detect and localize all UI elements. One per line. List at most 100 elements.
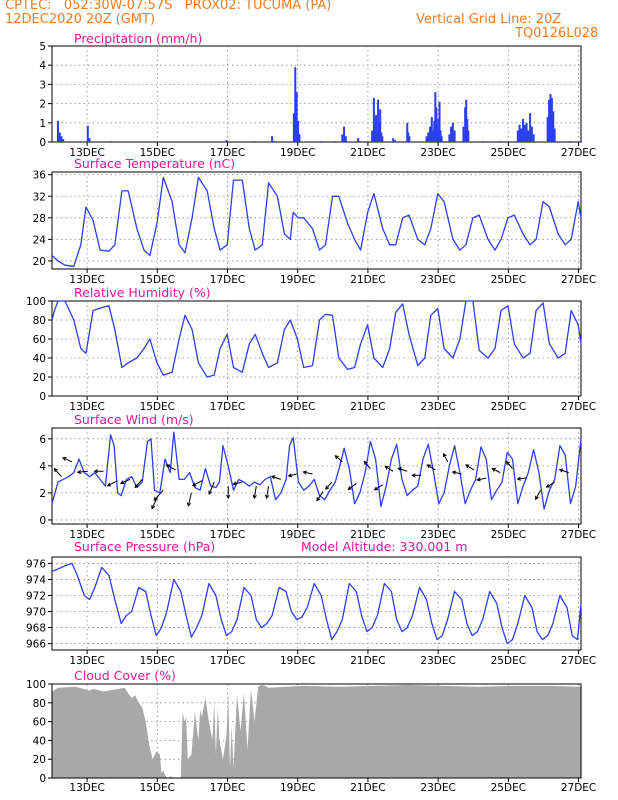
precip-bar bbox=[372, 97, 375, 142]
wind-arrow-head bbox=[384, 465, 389, 470]
pressure-series-line bbox=[51, 562, 582, 645]
precip-frame bbox=[51, 45, 582, 143]
precip-bar bbox=[392, 138, 395, 142]
precip-bar bbox=[109, 141, 112, 142]
wind-arrow bbox=[134, 479, 143, 488]
wind-arrow bbox=[546, 481, 555, 488]
precip-bar bbox=[437, 118, 440, 142]
precip-bar bbox=[464, 107, 467, 142]
precip-bar bbox=[292, 113, 295, 142]
wind-arrow bbox=[192, 480, 203, 487]
wind-arrow bbox=[535, 489, 542, 500]
wind-arrow-head bbox=[426, 464, 431, 469]
precip-bar bbox=[272, 141, 275, 142]
precip-bar bbox=[358, 141, 361, 142]
wind-arrow-head bbox=[151, 505, 156, 510]
precip-bar bbox=[451, 122, 454, 142]
y-tick-label: 2 bbox=[39, 488, 46, 500]
wind-arrow-head bbox=[264, 494, 270, 500]
precip-bar bbox=[430, 117, 433, 142]
wind-arrow-head bbox=[208, 490, 213, 496]
y-tick-label: 3 bbox=[39, 79, 46, 91]
wind-arrow-head bbox=[476, 477, 481, 482]
wind-arrow-head bbox=[451, 470, 457, 475]
precip-bar bbox=[436, 124, 439, 142]
x-tick-label: 19DEC bbox=[280, 782, 315, 794]
x-tick-label: 13DEC bbox=[69, 401, 104, 413]
y-tick-label: 40 bbox=[33, 353, 46, 365]
x-tick-label: 27DEC bbox=[561, 529, 596, 541]
x-tick-label: 17DEC bbox=[210, 529, 245, 541]
precip-title: Precipitation (mm/h) bbox=[74, 31, 202, 46]
precip-bar bbox=[580, 141, 582, 142]
y-tick-label: 2 bbox=[39, 99, 46, 111]
precip-bar bbox=[320, 141, 323, 142]
wind-arrow bbox=[166, 464, 176, 471]
humidity-frame bbox=[51, 300, 582, 397]
wind-arrow bbox=[427, 464, 436, 471]
x-tick-label: 15DEC bbox=[140, 529, 175, 541]
wind-arrow bbox=[465, 464, 475, 471]
wind-arrow bbox=[492, 468, 501, 474]
pressure-title: Surface Pressure (hPa) bbox=[74, 539, 215, 554]
header-run-time: 12DEC2020 20Z (GMT) bbox=[5, 12, 156, 27]
wind-arrow-head bbox=[186, 502, 192, 507]
precip-bar bbox=[376, 130, 379, 142]
precip-bar bbox=[453, 130, 456, 142]
humidity-series-line bbox=[51, 300, 582, 378]
precip-bar bbox=[408, 136, 411, 142]
pressure-subtitle: Model Altitude: 330.001 m bbox=[301, 539, 467, 554]
header-location: CPTEC: 052:30W-07:57S PROX02: TUCUMA (PA… bbox=[5, 0, 332, 13]
humidity-title: Relative Humidity (%) bbox=[74, 285, 211, 300]
y-tick-label: 80 bbox=[33, 315, 46, 327]
wind-arrow bbox=[559, 469, 569, 474]
precip-bar bbox=[393, 140, 396, 142]
y-tick-label: 60 bbox=[33, 334, 46, 346]
precip-bar bbox=[381, 136, 384, 142]
x-tick-label: 13DEC bbox=[69, 529, 104, 541]
wind-arrow-head bbox=[363, 460, 368, 466]
precip-bar bbox=[516, 130, 519, 142]
wind-arrow-head bbox=[270, 475, 276, 480]
wind-arrow-head bbox=[442, 452, 447, 458]
x-tick-label: 13DEC bbox=[69, 147, 104, 159]
wind-arrow-head bbox=[119, 480, 125, 485]
y-tick-label: 1 bbox=[39, 118, 46, 130]
y-tick-label: 974 bbox=[26, 574, 46, 586]
x-tick-label: 25DEC bbox=[491, 274, 526, 286]
precip-bar bbox=[429, 126, 432, 142]
wind-arrow bbox=[506, 461, 513, 469]
precip-bar bbox=[433, 120, 436, 142]
x-tick-label: 21DEC bbox=[350, 274, 385, 286]
wind-arrow bbox=[303, 471, 313, 475]
precip-bar bbox=[88, 138, 91, 142]
y-tick-label: 5 bbox=[39, 41, 46, 53]
x-tick-label: 23DEC bbox=[420, 274, 455, 286]
temperature-frame bbox=[51, 171, 582, 270]
x-tick-label: 15DEC bbox=[140, 655, 175, 667]
wind-arrow-head bbox=[373, 486, 379, 491]
precip-bar bbox=[440, 136, 443, 142]
wind-arrow bbox=[316, 491, 324, 501]
temperature-title: Surface Temperature (nC) bbox=[74, 156, 235, 171]
wind-arrow-head bbox=[302, 470, 307, 475]
wind-arrow bbox=[233, 481, 243, 485]
temperature-series-line bbox=[51, 176, 582, 267]
wind-arrow bbox=[253, 486, 257, 499]
precip-bar bbox=[56, 120, 59, 142]
precip-bar bbox=[532, 134, 535, 142]
precip-bar bbox=[518, 124, 521, 142]
precip-bar bbox=[439, 130, 442, 142]
wind-arrow bbox=[153, 489, 164, 501]
y-tick-label: 4 bbox=[39, 461, 46, 473]
precip-bar bbox=[427, 132, 430, 142]
precip-bar bbox=[425, 136, 428, 142]
precip-bar bbox=[523, 124, 526, 142]
precip-bar bbox=[434, 92, 437, 142]
y-tick-label: 24 bbox=[33, 234, 47, 246]
wind-series-line bbox=[51, 431, 582, 510]
wind-arrow-head bbox=[93, 469, 98, 474]
x-tick-label: 15DEC bbox=[140, 147, 175, 159]
wind-arrow-head bbox=[505, 460, 510, 466]
